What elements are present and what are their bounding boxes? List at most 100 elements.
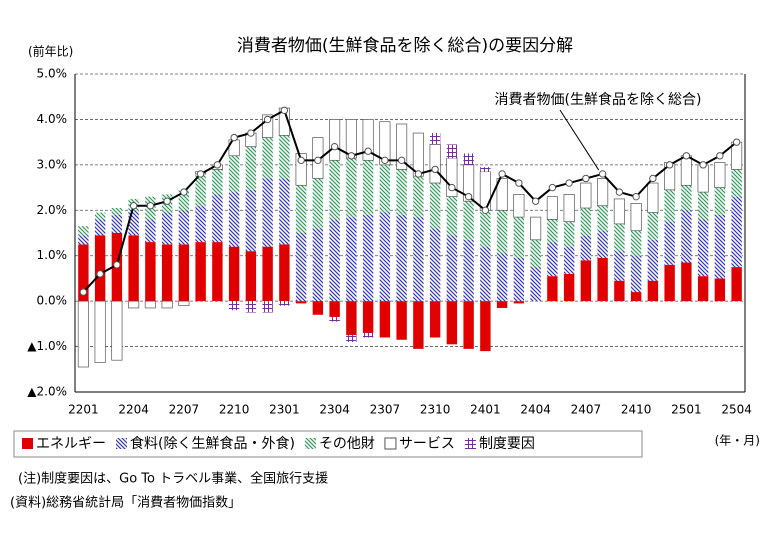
bar-segment [94,212,106,220]
bar-segment [413,301,424,349]
bar-segment [429,301,441,338]
bar-segment [128,210,139,236]
bar-segment [580,260,592,302]
bar-segment [480,167,491,172]
bar-segment [279,301,290,306]
bar-segment [647,182,659,213]
line-marker [565,179,573,187]
bar-segment [228,246,240,302]
bar-segment [513,217,525,258]
bar-segment [128,300,140,309]
x-tick-label: 2501 [671,403,702,417]
bar-segment [279,135,290,179]
bar-segment [697,164,709,193]
x-tick-label: 2404 [520,403,551,417]
bar-segment [530,267,541,302]
bar-segment [681,210,692,263]
bar-segment [664,264,675,302]
line-marker [79,288,88,296]
bar-segment [212,169,223,195]
line-marker [632,192,640,201]
x-tick-label: 2301 [269,403,300,417]
bar-segment [228,192,240,247]
bar-segment [212,194,223,243]
line-marker [531,197,540,205]
line-marker [498,170,506,178]
bar-segment [94,219,106,236]
bar-segment [195,242,206,302]
x-tick-label: 2407 [571,403,602,417]
bar-segment [614,280,625,302]
bar-segment [731,196,742,268]
bar-segment [597,230,608,258]
bar-segment [161,244,173,302]
bar-segment [513,194,525,218]
bar-segment [178,210,190,245]
bar-segment [362,301,374,333]
bar-segment [697,219,709,277]
bar-segment [546,196,558,220]
bar-segment [379,301,391,338]
bar-segment [413,176,424,218]
line-marker [649,174,657,183]
bar-segment [195,205,206,243]
bar-segment [396,301,407,340]
bar-segment [228,301,240,311]
bar-segment [530,216,542,241]
bar-segment [111,300,123,361]
bar-segment [463,201,474,240]
y-tick-label: 0.0% [37,294,68,308]
x-tick-label: 2401 [470,403,501,417]
bar-segment [681,262,692,302]
bar-segment [630,255,642,293]
line-marker [364,147,372,155]
line-marker [180,188,188,196]
bar-segment [547,276,558,302]
bar-segment [681,185,692,211]
bar-segment [647,212,659,240]
legend-swatch [384,437,397,450]
x-tick-label: 2410 [621,403,652,417]
bar-segment [429,133,441,145]
bar-segment [145,242,156,302]
bar-segment [563,194,575,222]
bar-segment [161,212,173,245]
bar-segment [312,178,324,229]
bar-segment [379,164,391,213]
line-marker [347,152,356,160]
y-tick-label: 4.0% [37,112,68,126]
line-marker [414,170,423,178]
bar-segment [396,123,408,170]
note: (資料)総務省統計局「消費者物価指数」 [10,495,241,511]
bar-segment [279,244,290,302]
bar-segment [496,253,508,302]
bar-segment [78,235,89,245]
line-marker [196,170,205,178]
legend-label: その他財 [319,436,375,452]
bar-segment [245,189,257,252]
line-marker [263,115,272,124]
bar-segment [463,153,474,165]
bar-segment [413,217,424,302]
bar-segment [714,162,726,188]
annotation-arrow [559,109,600,171]
line-marker [699,161,707,169]
bar-segment [429,228,441,302]
bar-segment [262,301,273,313]
bar-segment [463,239,474,302]
bar-segment [664,221,675,265]
bar-segment [245,146,257,190]
legend-label: サービス [399,436,455,452]
legend-box [13,430,643,458]
bar-segment [295,233,307,302]
chart-title: 消費者物価(生鮮食品を除く総合)の要因分解 [237,36,573,56]
line-marker [146,202,155,210]
bar-segment [714,214,726,279]
bar-segment [630,292,642,302]
bar-segment [530,239,541,268]
bar-segment [731,169,742,197]
bar-segment [262,246,273,302]
line-marker [716,152,724,160]
bar-segment [597,257,608,302]
